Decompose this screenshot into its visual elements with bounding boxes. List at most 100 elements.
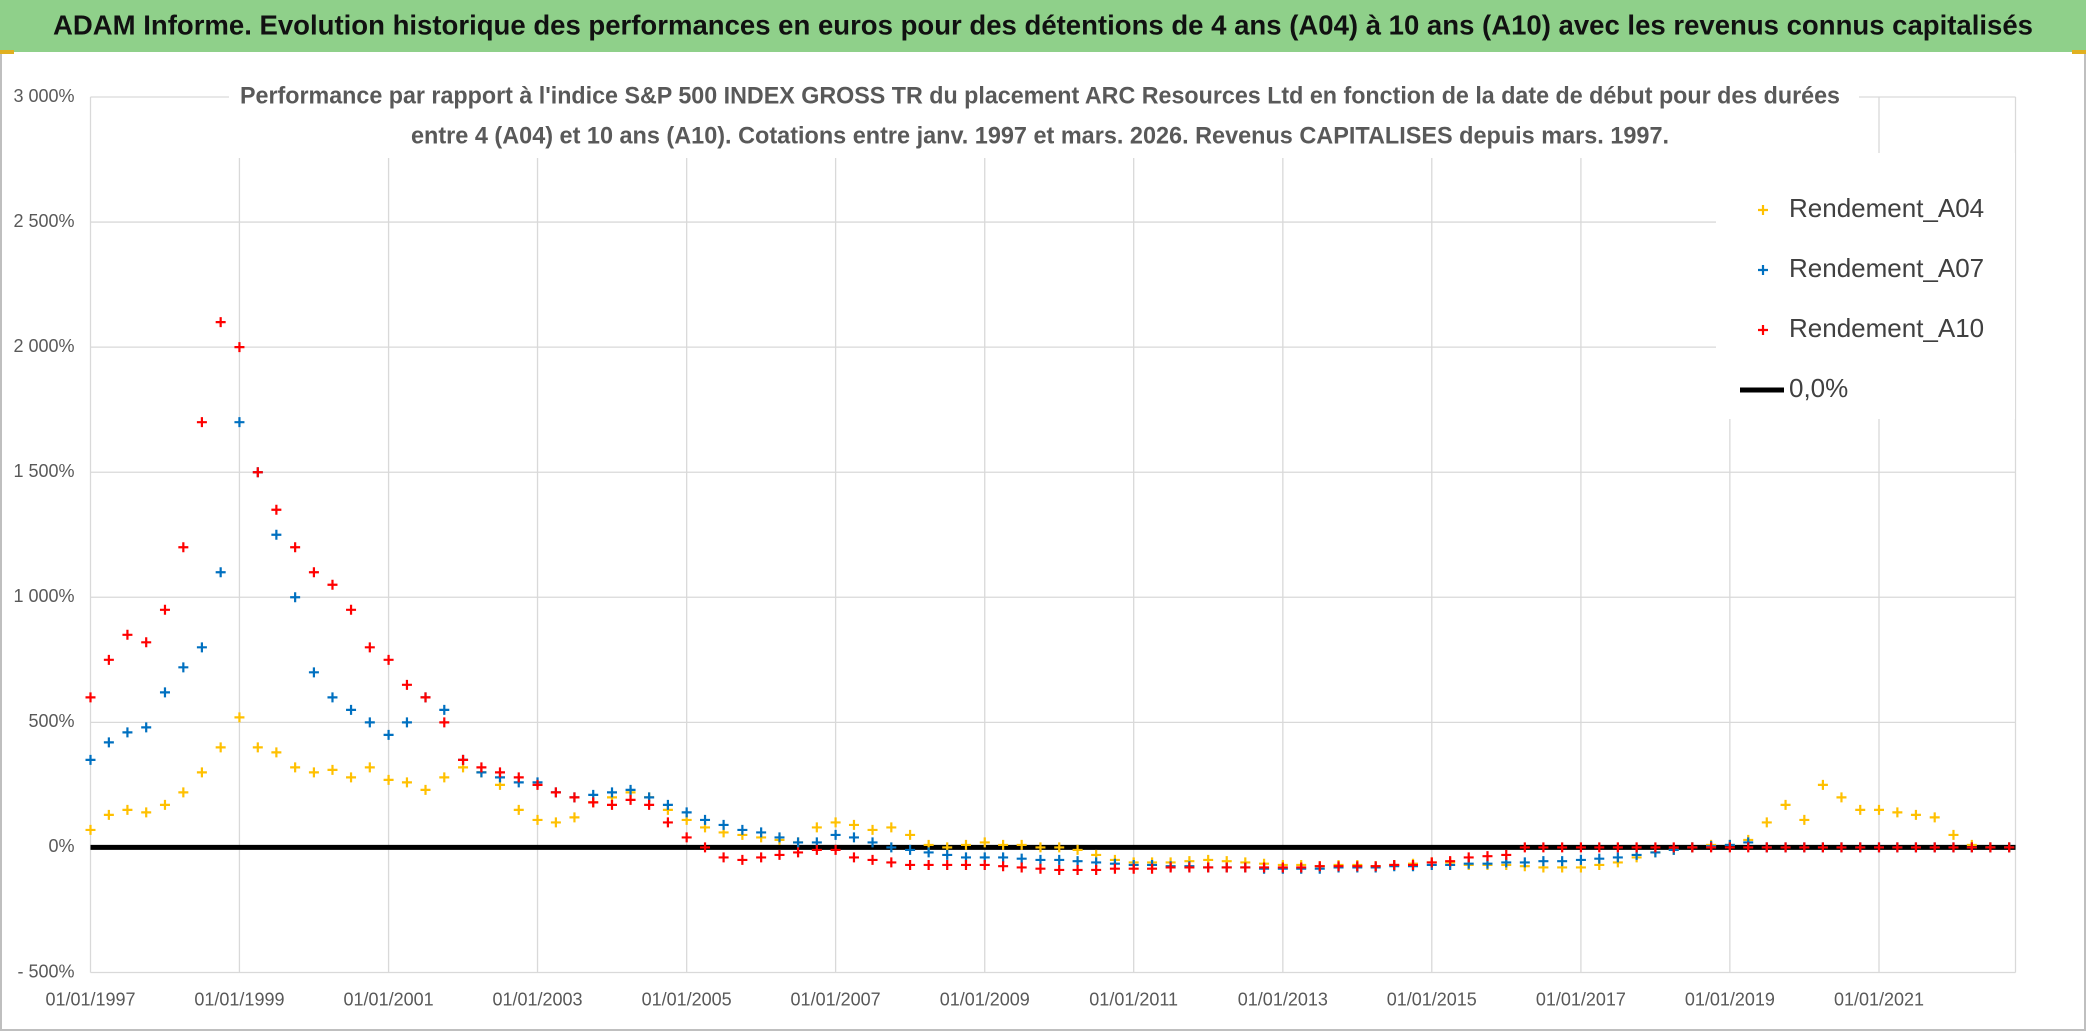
data-point — [905, 829, 916, 840]
data-point — [1538, 842, 1549, 853]
data-point — [1333, 861, 1344, 872]
plot-area: - 500% 0% 500% 1 000% 1 500% 2 000% 2 500% 3 00… — [13, 86, 2017, 1009]
legend-label: 0,0% — [1789, 373, 1848, 403]
data-point — [569, 792, 580, 803]
data-point — [383, 729, 394, 740]
data-point — [1314, 861, 1325, 872]
data-point — [1761, 817, 1772, 828]
data-point — [1072, 864, 1083, 875]
data-point — [886, 857, 897, 868]
data-point — [923, 859, 934, 870]
data-point — [346, 772, 357, 783]
data-point — [383, 774, 394, 785]
data-point — [327, 764, 338, 775]
data-point — [811, 844, 822, 855]
data-point — [85, 824, 96, 835]
data-point — [1761, 842, 1772, 853]
data-point — [793, 847, 804, 858]
data-point — [998, 861, 1009, 872]
data-point — [1054, 864, 1065, 875]
data-point — [1501, 849, 1512, 860]
data-point — [532, 814, 543, 825]
data-point — [364, 717, 375, 728]
data-point — [215, 742, 226, 753]
data-point — [513, 804, 524, 815]
data-point — [1650, 842, 1661, 853]
data-point — [606, 787, 617, 798]
data-point — [737, 854, 748, 865]
legend-label: Rendement_A07 — [1789, 253, 1984, 283]
data-point — [346, 604, 357, 615]
data-point — [1277, 862, 1288, 873]
data-point — [1966, 842, 1977, 853]
x-tick-label: 01/01/2015 — [1387, 989, 1477, 1009]
data-point — [327, 579, 338, 590]
data-point — [234, 712, 245, 723]
data-point — [1054, 854, 1065, 865]
x-tick-label: 01/01/2011 — [1089, 989, 1178, 1009]
data-point — [290, 542, 301, 553]
data-point — [327, 692, 338, 703]
x-tick-label: 01/01/1997 — [45, 989, 135, 1009]
data-point — [196, 417, 207, 428]
data-point — [1128, 863, 1139, 874]
data-point — [1519, 857, 1530, 868]
data-point — [1575, 854, 1586, 865]
data-point — [1072, 856, 1083, 867]
legend-box — [1716, 153, 2015, 419]
data-point — [308, 767, 319, 778]
data-point — [756, 852, 767, 863]
data-point — [1538, 856, 1549, 867]
data-point — [1519, 842, 1530, 853]
data-point — [252, 742, 263, 753]
data-point — [1557, 856, 1568, 867]
y-tick-label: 1 000% — [13, 586, 74, 606]
data-point — [886, 842, 897, 853]
data-point — [401, 679, 412, 690]
data-point — [1091, 864, 1102, 875]
data-point — [1203, 862, 1214, 873]
data-point — [122, 629, 133, 640]
data-point — [234, 342, 245, 353]
data-point — [1706, 842, 1717, 853]
data-point — [1054, 842, 1065, 853]
data-point — [308, 667, 319, 678]
data-point — [700, 814, 711, 825]
data-point — [737, 824, 748, 835]
chart-subtitle: Performance par rapport à l'indice S&P 5… — [240, 82, 1840, 109]
data-point — [718, 819, 729, 830]
data-point — [979, 859, 990, 870]
data-point — [1892, 842, 1903, 853]
data-point — [1817, 842, 1828, 853]
data-point — [290, 762, 301, 773]
data-point — [1612, 842, 1623, 853]
data-point — [1724, 842, 1735, 853]
data-point — [439, 772, 450, 783]
chart-subtitle: entre 4 (A04) et 10 ans (A10). Cotations… — [411, 122, 1669, 149]
data-point — [141, 637, 152, 648]
data-point — [774, 849, 785, 860]
data-point — [1035, 863, 1046, 874]
data-point — [756, 827, 767, 838]
data-point — [1910, 809, 1921, 820]
x-tick-label: 01/01/2005 — [642, 989, 732, 1009]
data-point — [886, 822, 897, 833]
legend: Rendement_A04 Rendement_A07 Rendement_A10 0… — [1716, 153, 2015, 419]
x-tick-label: 01/01/2003 — [492, 989, 582, 1009]
data-point — [942, 859, 953, 870]
data-point — [1221, 862, 1232, 873]
data-point — [1985, 842, 1996, 853]
legend-label: Rendement_A04 — [1789, 193, 1984, 223]
data-point — [1296, 862, 1307, 873]
data-point — [1631, 842, 1642, 853]
data-point — [1109, 863, 1120, 874]
subtitle-bg — [229, 80, 1859, 158]
data-point — [1147, 863, 1158, 874]
data-point — [383, 654, 394, 665]
data-point — [215, 567, 226, 578]
data-point — [364, 762, 375, 773]
data-point — [1668, 842, 1679, 853]
data-point — [1389, 859, 1400, 870]
data-point — [1612, 852, 1623, 863]
